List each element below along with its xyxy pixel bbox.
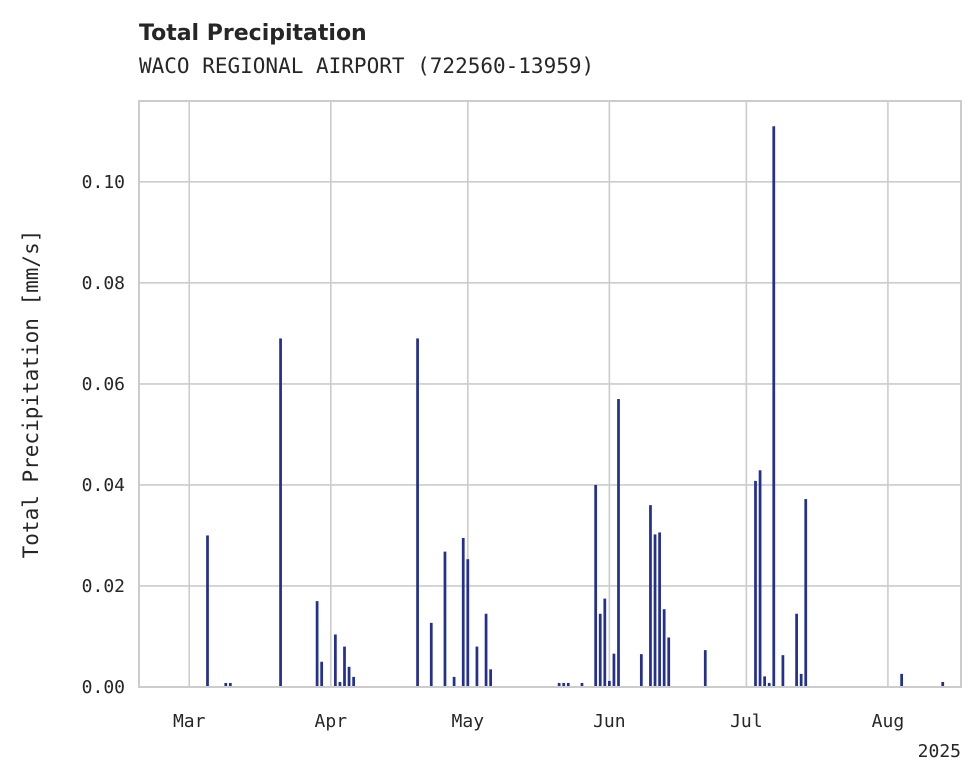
- chart-title: Total Precipitation: [139, 21, 367, 46]
- precip-bar: [758, 470, 762, 687]
- precip-bar: [489, 669, 493, 687]
- y-tick-label: 0.02: [82, 576, 125, 597]
- precip-bar: [352, 676, 356, 687]
- precip-bar: [667, 637, 671, 687]
- y-axis-ticks: 0.00 0.02 0.04 0.06 0.08 0.10: [82, 172, 125, 698]
- grid-lines: [139, 101, 961, 688]
- precip-bar: [461, 537, 465, 687]
- precip-bar: [598, 613, 602, 687]
- x-tick-label: Apr: [315, 711, 348, 732]
- y-tick-label: 0.10: [82, 172, 125, 193]
- x-tick-label: Aug: [872, 711, 905, 732]
- precip-bar: [228, 682, 232, 687]
- x-tick-label: Jun: [593, 711, 626, 732]
- precip-bar: [763, 676, 767, 687]
- precip-bar: [562, 682, 566, 687]
- x-axis-ticks: Mar Apr May Jun Jul Aug: [173, 711, 904, 732]
- precip-bar: [475, 646, 479, 687]
- bars: [206, 126, 945, 688]
- precip-bar: [941, 681, 945, 687]
- precip-bar: [466, 559, 470, 687]
- y-tick-label: 0.04: [82, 475, 125, 496]
- precip-bar: [772, 126, 776, 688]
- precip-bar: [315, 601, 319, 687]
- precip-bar: [338, 681, 342, 687]
- plot-frame: [138, 100, 962, 688]
- precip-bar: [703, 650, 707, 687]
- precip-bar: [206, 535, 209, 687]
- precip-bar: [320, 661, 324, 687]
- precip-bar: [639, 654, 643, 687]
- precip-bar: [443, 551, 447, 687]
- precip-bar: [594, 484, 598, 687]
- x-tick-label: Mar: [173, 711, 206, 732]
- precip-bar: [795, 613, 798, 687]
- precip-bar: [900, 673, 904, 687]
- precip-bar: [804, 499, 808, 687]
- precip-bar: [429, 622, 433, 687]
- precip-bar: [658, 532, 661, 687]
- precip-bar: [649, 505, 652, 687]
- precip-bar: [566, 682, 570, 687]
- precip-bar: [416, 338, 419, 687]
- precip-bar: [347, 666, 351, 687]
- precip-bar: [612, 653, 616, 687]
- precip-bar: [799, 673, 803, 687]
- x-tick-label: Jul: [730, 711, 763, 732]
- precip-bar: [617, 399, 620, 687]
- precip-bar: [452, 676, 456, 687]
- precip-bar: [653, 534, 657, 687]
- precip-bar: [767, 682, 771, 687]
- y-tick-label: 0.06: [82, 374, 125, 395]
- y-tick-label: 0.08: [82, 273, 125, 294]
- precip-bar: [662, 609, 666, 687]
- precip-bar: [279, 338, 282, 687]
- precip-bar: [557, 682, 561, 687]
- precip-bar: [484, 613, 488, 687]
- precip-bar: [343, 646, 346, 687]
- y-tick-label: 0.00: [82, 677, 125, 698]
- chart-subtitle: WACO REGIONAL AIRPORT (722560-13959): [139, 54, 594, 78]
- precip-bar: [781, 655, 785, 687]
- x-offset-label: 2025: [918, 741, 961, 762]
- precip-bar: [333, 634, 337, 687]
- precip-bar: [754, 480, 757, 687]
- precip-bar: [580, 682, 584, 687]
- x-tick-label: May: [452, 711, 485, 732]
- y-axis-label: Total Precipitation [mm/s]: [19, 230, 43, 559]
- precip-bar: [603, 598, 607, 687]
- precip-bar: [224, 682, 228, 687]
- precip-bar: [607, 680, 611, 687]
